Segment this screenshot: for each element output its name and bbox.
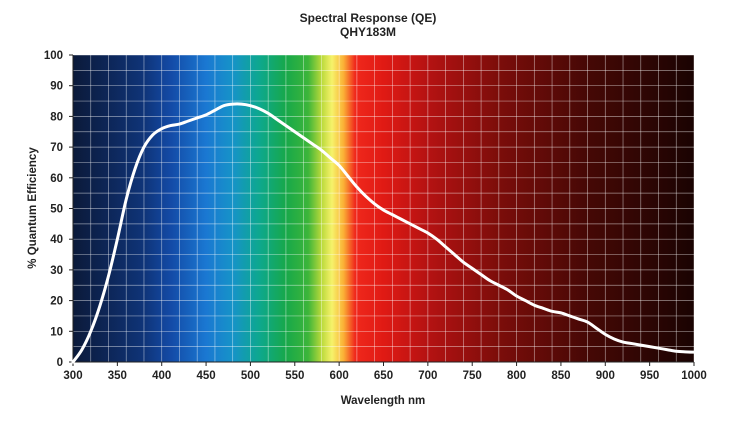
y-tick-label: 80 bbox=[50, 111, 63, 123]
chart-subtitle: QHY183M bbox=[340, 25, 396, 39]
x-tick-label: 550 bbox=[285, 370, 304, 382]
x-tick-label: 900 bbox=[596, 370, 615, 382]
y-tick-label: 100 bbox=[44, 50, 63, 62]
y-tick-label: 70 bbox=[50, 142, 63, 154]
series-line-qe bbox=[71, 102, 696, 364]
x-tick-label: 800 bbox=[507, 370, 526, 382]
x-tick-label: 500 bbox=[241, 370, 260, 382]
x-tick-label: 850 bbox=[551, 370, 570, 382]
x-tick-label: 450 bbox=[196, 370, 215, 382]
y-tick-label: 30 bbox=[50, 265, 63, 277]
x-tick-label: 650 bbox=[374, 370, 393, 382]
x-tick-label: 1000 bbox=[681, 370, 707, 382]
y-axis-ticks: 0 10 20 30 40 50 60 70 80 90 100 bbox=[44, 50, 73, 369]
y-tick-label: 0 bbox=[57, 357, 63, 369]
y-tick-label: 20 bbox=[50, 296, 63, 308]
x-tick-label: 400 bbox=[152, 370, 171, 382]
x-tick-label: 700 bbox=[418, 370, 437, 382]
chart-title: Spectral Response (QE) bbox=[300, 11, 437, 25]
y-tick-label: 50 bbox=[50, 204, 63, 216]
x-tick-label: 350 bbox=[108, 370, 127, 382]
x-axis-ticks: 300 350 400 450 500 550 600 650 700 750 800 850 900 9… bbox=[63, 362, 707, 382]
x-axis-label: Wavelength nm bbox=[341, 395, 426, 407]
x-tick-label: 600 bbox=[330, 370, 349, 382]
grid-lines bbox=[72, 54, 695, 363]
x-tick-label: 750 bbox=[463, 370, 482, 382]
y-tick-label: 10 bbox=[50, 326, 63, 338]
x-tick-label: 300 bbox=[63, 370, 82, 382]
y-tick-label: 60 bbox=[50, 173, 63, 185]
x-tick-label: 950 bbox=[640, 370, 659, 382]
y-tick-label: 40 bbox=[50, 234, 63, 246]
y-axis-label: % Quantum Efficiency bbox=[27, 147, 39, 269]
y-tick-label: 90 bbox=[50, 81, 63, 93]
